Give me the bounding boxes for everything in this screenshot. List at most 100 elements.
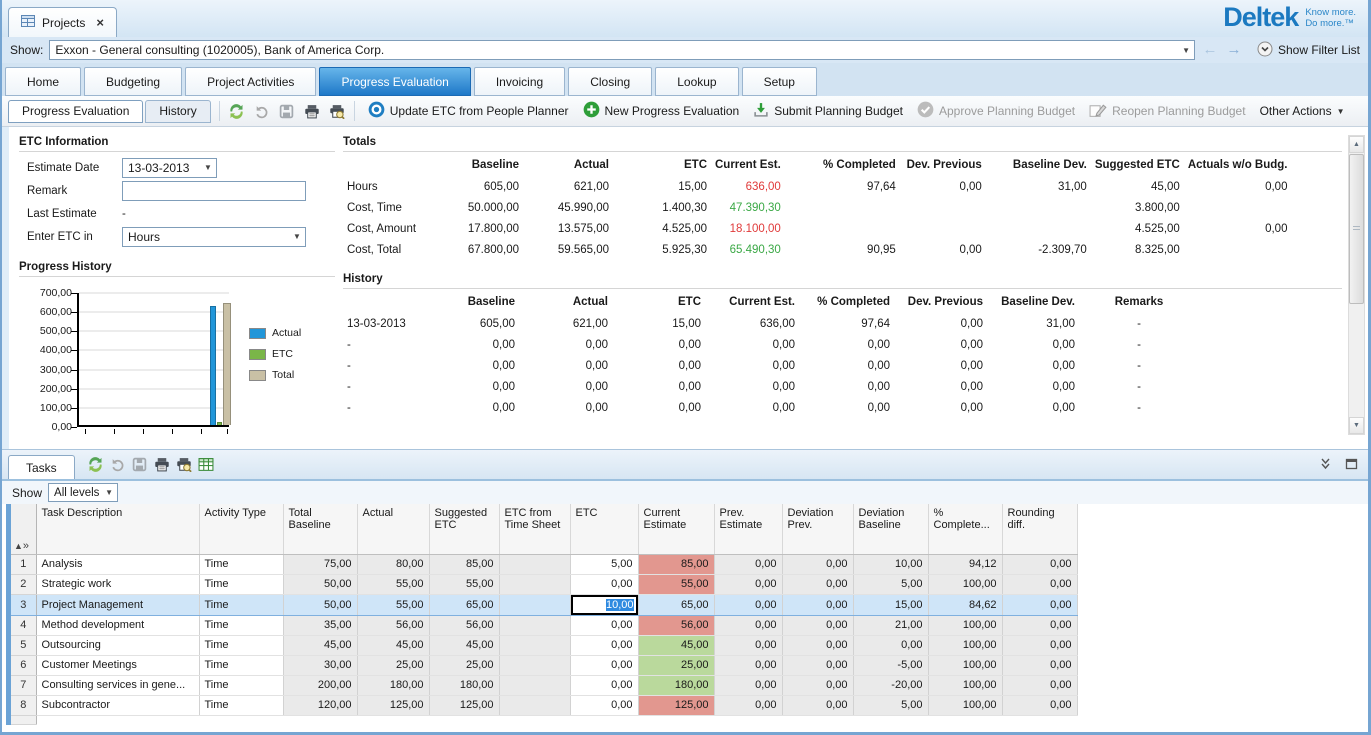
pct-completed-cell[interactable]: 100,00 bbox=[928, 655, 1003, 676]
actual-cell[interactable]: 55,00 bbox=[357, 574, 430, 595]
task-row-strategic-work[interactable]: 2 Strategic work Time 50,00 55,00 55,00 0,00 55… bbox=[11, 574, 1078, 595]
nav-tab-closing[interactable]: Closing bbox=[568, 67, 653, 96]
deviation-baseline-cell[interactable]: 15,00 bbox=[853, 593, 929, 616]
suggested-etc-cell[interactable]: 45,00 bbox=[429, 635, 500, 656]
tasks-toolbar-save-icon[interactable] bbox=[129, 453, 151, 475]
level-filter-combo[interactable]: All levels ▼ bbox=[48, 483, 119, 502]
pct-completed-cell[interactable]: 100,00 bbox=[928, 675, 1003, 696]
prev-estimate-cell[interactable]: 0,00 bbox=[714, 675, 783, 696]
prev-estimate-cell[interactable]: 0,00 bbox=[714, 574, 783, 595]
deviation-prev-cell[interactable]: 0,00 bbox=[782, 635, 854, 656]
actual-cell[interactable]: 45,00 bbox=[357, 635, 430, 656]
row-number[interactable]: 1 bbox=[11, 554, 37, 575]
task-description-cell[interactable]: Subcontractor bbox=[36, 695, 200, 716]
etc-cell-editing[interactable]: 10,00 bbox=[570, 593, 639, 616]
nav-tab-home[interactable]: Home bbox=[5, 67, 82, 96]
tasks-toolbar-undo-icon[interactable] bbox=[107, 453, 129, 475]
rounding-diff-cell[interactable]: 0,00 bbox=[1002, 593, 1078, 616]
nav-tab-project-activities[interactable]: Project Activities bbox=[185, 67, 317, 96]
back-arrow-icon[interactable]: ← bbox=[1202, 41, 1218, 58]
suggested-etc-cell[interactable]: 55,00 bbox=[429, 574, 500, 595]
prev-estimate-cell[interactable]: 0,00 bbox=[714, 655, 783, 676]
row-number[interactable]: 3 bbox=[11, 593, 37, 616]
deviation-prev-cell[interactable]: 0,00 bbox=[782, 593, 854, 616]
maximize-panel-icon[interactable] bbox=[1345, 458, 1358, 473]
task-row-project-management[interactable]: 3 Project Management Time 50,00 55,00 65,00 10… bbox=[11, 593, 1078, 616]
tasks-toolbar-refresh-icon[interactable] bbox=[85, 453, 107, 475]
row-number[interactable]: 4 bbox=[11, 615, 37, 636]
deviation-baseline-cell[interactable]: -20,00 bbox=[853, 675, 929, 696]
etc-from-time-sheet-cell[interactable] bbox=[499, 574, 571, 595]
task-row-consulting-services-in-gene[interactable]: 7 Consulting services in gene... Time 200,0… bbox=[11, 675, 1078, 696]
tab-tasks[interactable]: Tasks bbox=[8, 455, 75, 479]
current-estimate-cell[interactable]: 25,00 bbox=[638, 655, 715, 676]
activity-type-cell[interactable]: Time bbox=[199, 615, 284, 636]
nav-tab-setup[interactable]: Setup bbox=[741, 67, 817, 96]
task-description-cell[interactable]: Method development bbox=[36, 615, 200, 636]
pct-completed-cell[interactable]: 100,00 bbox=[928, 574, 1003, 595]
current-estimate-cell[interactable]: 65,00 bbox=[638, 593, 715, 616]
chevron-down-icon[interactable]: ▼ bbox=[1182, 45, 1190, 55]
task-row-method-development[interactable]: 4 Method development Time 35,00 56,00 56,00 0,… bbox=[11, 615, 1078, 636]
task-description-cell[interactable]: Outsourcing bbox=[36, 635, 200, 656]
actual-cell[interactable]: 180,00 bbox=[357, 675, 430, 696]
deviation-prev-cell[interactable]: 0,00 bbox=[782, 615, 854, 636]
prev-estimate-cell[interactable]: 0,00 bbox=[714, 695, 783, 716]
forward-arrow-icon[interactable]: → bbox=[1226, 41, 1242, 58]
total-baseline-cell[interactable]: 200,00 bbox=[283, 675, 358, 696]
task-description-cell[interactable]: Consulting services in gene... bbox=[36, 675, 200, 696]
actual-cell[interactable]: 56,00 bbox=[357, 615, 430, 636]
toolbar-refresh-icon[interactable] bbox=[226, 100, 248, 122]
current-estimate-cell[interactable]: 45,00 bbox=[638, 635, 715, 656]
show-filter-list-toggle[interactable]: Show Filter List bbox=[1257, 41, 1360, 60]
total-baseline-cell[interactable]: 75,00 bbox=[283, 554, 358, 575]
actual-cell[interactable]: 80,00 bbox=[357, 554, 430, 575]
row-number[interactable]: 2 bbox=[11, 574, 37, 595]
task-description-cell[interactable]: Project Management bbox=[36, 593, 200, 616]
task-row-subcontractor[interactable]: 8 Subcontractor Time 120,00 125,00 125,00 0,00… bbox=[11, 695, 1078, 716]
tasks-col-deviation-baseline[interactable]: Deviation Baseline bbox=[853, 504, 929, 555]
current-estimate-cell[interactable]: 56,00 bbox=[638, 615, 715, 636]
deviation-baseline-cell[interactable]: 21,00 bbox=[853, 615, 929, 636]
toolbar-save-icon[interactable] bbox=[276, 100, 298, 122]
toolbar-print-icon[interactable] bbox=[301, 100, 323, 122]
rounding-diff-cell[interactable]: 0,00 bbox=[1002, 615, 1078, 636]
suggested-etc-cell[interactable]: 85,00 bbox=[429, 554, 500, 575]
rounding-diff-cell[interactable]: 0,00 bbox=[1002, 635, 1078, 656]
document-tab-projects[interactable]: Projects × bbox=[8, 7, 117, 37]
deviation-baseline-cell[interactable]: 5,00 bbox=[853, 695, 929, 716]
etc-from-time-sheet-cell[interactable] bbox=[499, 695, 571, 716]
project-filter-combo[interactable]: Exxon - General consulting (1020005), Ba… bbox=[49, 40, 1196, 60]
deviation-baseline-cell[interactable]: 0,00 bbox=[853, 635, 929, 656]
task-description-cell[interactable]: Strategic work bbox=[36, 574, 200, 595]
tasks-col-suggested-etc[interactable]: Suggested ETC bbox=[429, 504, 500, 555]
tasks-col-prev-estimate[interactable]: Prev. Estimate bbox=[714, 504, 783, 555]
scroll-down-icon[interactable]: ▼ bbox=[1349, 417, 1364, 434]
row-number[interactable]: 7 bbox=[11, 675, 37, 696]
rounding-diff-cell[interactable]: 0,00 bbox=[1002, 655, 1078, 676]
tasks-col-actual[interactable]: Actual bbox=[357, 504, 430, 555]
tasks-col-total-baseline[interactable]: Total Baseline bbox=[283, 504, 358, 555]
etc-cell[interactable]: 0,00 bbox=[570, 655, 639, 676]
deviation-baseline-cell[interactable]: 10,00 bbox=[853, 554, 929, 575]
tasks-toolbar-print-icon[interactable] bbox=[151, 453, 173, 475]
suggested-etc-cell[interactable]: 56,00 bbox=[429, 615, 500, 636]
current-estimate-cell[interactable]: 125,00 bbox=[638, 695, 715, 716]
activity-type-cell[interactable]: Time bbox=[199, 593, 284, 616]
scrollbar-thumb[interactable] bbox=[1349, 154, 1364, 304]
current-estimate-cell[interactable]: 85,00 bbox=[638, 554, 715, 575]
tasks-col-etc[interactable]: ETC bbox=[570, 504, 639, 555]
vertical-scrollbar[interactable]: ▲ ▼ bbox=[1348, 135, 1365, 435]
pct-completed-cell[interactable]: 100,00 bbox=[928, 635, 1003, 656]
task-row-customer-meetings[interactable]: 6 Customer Meetings Time 30,00 25,00 25,00 0,0… bbox=[11, 655, 1078, 676]
etc-cell[interactable]: 0,00 bbox=[570, 635, 639, 656]
deviation-baseline-cell[interactable]: -5,00 bbox=[853, 655, 929, 676]
rounding-diff-cell[interactable]: 0,00 bbox=[1002, 554, 1078, 575]
total-baseline-cell[interactable]: 35,00 bbox=[283, 615, 358, 636]
deviation-prev-cell[interactable]: 0,00 bbox=[782, 675, 854, 696]
etc-cell[interactable]: 0,00 bbox=[570, 574, 639, 595]
task-row-analysis[interactable]: 1 Analysis Time 75,00 80,00 85,00 5,00 85,00 0,0… bbox=[11, 554, 1078, 575]
etc-from-time-sheet-cell[interactable] bbox=[499, 593, 571, 616]
activity-type-cell[interactable]: Time bbox=[199, 574, 284, 595]
actual-cell[interactable]: 55,00 bbox=[357, 593, 430, 616]
